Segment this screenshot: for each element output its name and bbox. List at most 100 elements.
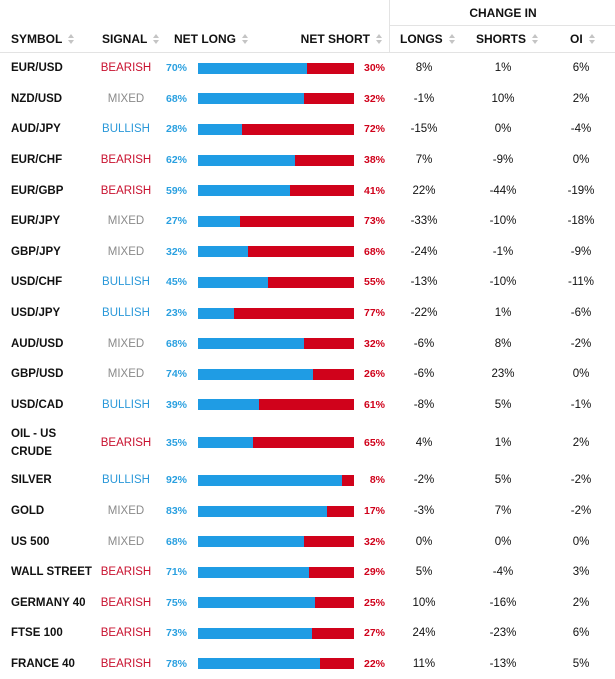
sort-icon xyxy=(153,34,160,44)
sort-icon xyxy=(242,34,248,44)
net-long-fill xyxy=(198,246,248,258)
table-row[interactable]: USD/JPY BULLISH 23% 77% -22% 1% -6% xyxy=(0,298,615,329)
net-short-percent: 73% xyxy=(363,215,385,228)
table-row[interactable]: GOLD MIXED 83% 17% -3% 7% -2% xyxy=(0,496,615,527)
table-row[interactable]: EUR/USD BEARISH 70% 30% 8% 1% 6% xyxy=(0,53,615,84)
net-long-header-label: NET LONG xyxy=(174,32,236,46)
shorts-change: 10% xyxy=(491,92,515,105)
shorts-change: 5% xyxy=(494,474,512,487)
table-row[interactable]: SILVER BULLISH 92% 8% -2% 5% -2% xyxy=(0,465,615,496)
table-row[interactable]: FTSE 100 BEARISH 73% 27% 24% -23% 6% xyxy=(0,618,615,649)
symbol-link[interactable]: US 500 xyxy=(11,535,50,548)
oi-column-header[interactable]: OI xyxy=(570,26,610,52)
table-row[interactable]: OIL - US CRUDE BEARISH 35% 65% 4% 1% 2% xyxy=(0,420,615,465)
column-divider xyxy=(389,26,390,52)
table-row[interactable]: EUR/JPY MIXED 27% 73% -33% -10% -18% xyxy=(0,206,615,237)
longs-change: 0% xyxy=(415,535,433,548)
table-row[interactable]: GBP/JPY MIXED 32% 68% -24% -1% -9% xyxy=(0,237,615,268)
shorts-column-header[interactable]: SHORTS xyxy=(476,26,546,52)
symbol-link[interactable]: EUR/USD xyxy=(11,62,63,75)
symbol-link[interactable]: USD/JPY xyxy=(11,307,61,320)
symbol-link[interactable]: GOLD xyxy=(11,505,45,518)
symbol-link[interactable]: FRANCE 40 xyxy=(11,657,75,670)
signal-label: BULLISH xyxy=(102,123,150,136)
symbol-link[interactable]: USD/CHF xyxy=(11,276,63,289)
net-long-percent: 68% xyxy=(165,337,187,350)
signal-label: MIXED xyxy=(107,245,145,258)
net-long-fill xyxy=(198,437,253,449)
sentiment-bar xyxy=(198,399,354,411)
net-short-percent: 32% xyxy=(363,535,385,548)
symbol-link[interactable]: OIL - US CRUDE xyxy=(11,427,57,458)
net-short-percent: 30% xyxy=(363,62,385,75)
net-long-fill xyxy=(198,307,234,319)
table-row[interactable]: EUR/CHF BEARISH 62% 38% 7% -9% 0% xyxy=(0,145,615,176)
net-long-percent: 32% xyxy=(165,245,187,258)
symbol-link[interactable]: AUD/USD xyxy=(11,337,64,350)
symbol-link[interactable]: NZD/USD xyxy=(11,92,63,105)
net-long-percent: 45% xyxy=(165,276,187,289)
symbol-link[interactable]: EUR/JPY xyxy=(11,215,61,228)
signal-label: BULLISH xyxy=(102,474,150,487)
sentiment-bar xyxy=(198,307,354,319)
net-long-percent: 73% xyxy=(165,627,187,640)
symbol-link[interactable]: GBP/USD xyxy=(11,368,64,381)
net-long-fill xyxy=(198,399,259,411)
signal-header-label: SIGNAL xyxy=(102,32,148,46)
table-row[interactable]: AUD/USD MIXED 68% 32% -6% 8% -2% xyxy=(0,328,615,359)
sentiment-bar xyxy=(198,368,354,380)
sentiment-bar xyxy=(198,93,354,105)
symbol-link[interactable]: SILVER xyxy=(11,474,52,487)
sentiment-bar xyxy=(198,627,354,639)
table-row[interactable]: AUD/JPY BULLISH 28% 72% -15% 0% -4% xyxy=(0,114,615,145)
net-short-column-header[interactable]: NET SHORT xyxy=(290,26,382,52)
change-in-group-header: CHANGE IN xyxy=(389,0,615,26)
symbol-link[interactable]: GERMANY 40 xyxy=(11,596,86,609)
net-long-percent: 68% xyxy=(165,92,187,105)
sentiment-bar xyxy=(198,505,354,517)
net-short-percent: 72% xyxy=(363,123,385,136)
oi-change: 5% xyxy=(572,657,590,670)
symbol-link[interactable]: USD/CAD xyxy=(11,398,64,411)
symbol-link[interactable]: EUR/GBP xyxy=(11,184,64,197)
table-row[interactable]: USD/CHF BULLISH 45% 55% -13% -10% -11% xyxy=(0,267,615,298)
signal-column-header[interactable]: SIGNAL xyxy=(102,26,162,52)
table-row[interactable]: GERMANY 40 BEARISH 75% 25% 10% -16% 2% xyxy=(0,588,615,619)
oi-change: 2% xyxy=(572,596,590,609)
signal-label: BEARISH xyxy=(100,154,152,167)
net-long-percent: 68% xyxy=(165,535,187,548)
net-long-percent: 23% xyxy=(165,307,187,320)
net-long-percent: 92% xyxy=(165,474,187,487)
net-long-fill xyxy=(198,154,295,166)
net-short-percent: 25% xyxy=(363,596,385,609)
symbol-link[interactable]: WALL STREET xyxy=(11,566,92,579)
table-row[interactable]: GBP/USD MIXED 74% 26% -6% 23% 0% xyxy=(0,359,615,390)
sentiment-bar xyxy=(198,246,354,258)
net-long-fill xyxy=(198,215,241,227)
table-row[interactable]: WALL STREET BEARISH 71% 29% 5% -4% 3% xyxy=(0,557,615,588)
table-row[interactable]: EUR/GBP BEARISH 59% 41% 22% -44% -19% xyxy=(0,175,615,206)
table-row[interactable]: NZD/USD MIXED 68% 32% -1% 10% 2% xyxy=(0,84,615,115)
sentiment-bar xyxy=(198,185,354,197)
shorts-change: -9% xyxy=(492,154,514,167)
symbol-link[interactable]: FTSE 100 xyxy=(11,627,63,640)
sentiment-bar xyxy=(198,597,354,609)
symbol-link[interactable]: AUD/JPY xyxy=(11,123,61,136)
symbol-column-header[interactable]: SYMBOL xyxy=(11,26,91,52)
table-row[interactable]: FRANCE 40 BEARISH 78% 22% 11% -13% 5% xyxy=(0,649,615,679)
symbol-link[interactable]: EUR/CHF xyxy=(11,154,63,167)
net-long-fill xyxy=(198,474,342,486)
signal-label: MIXED xyxy=(107,92,145,105)
sentiment-bar xyxy=(198,215,354,227)
shorts-change: 0% xyxy=(494,123,512,136)
longs-header-label: LONGS xyxy=(400,32,443,46)
table-row[interactable]: USD/CAD BULLISH 39% 61% -8% 5% -1% xyxy=(0,390,615,421)
oi-change: 6% xyxy=(572,627,590,640)
longs-column-header[interactable]: LONGS xyxy=(400,26,460,52)
sentiment-bar xyxy=(198,474,354,486)
symbol-link[interactable]: GBP/JPY xyxy=(11,245,61,258)
table-row[interactable]: US 500 MIXED 68% 32% 0% 0% 0% xyxy=(0,526,615,557)
net-long-column-header[interactable]: NET LONG xyxy=(174,26,274,52)
net-short-percent: 8% xyxy=(369,474,385,487)
signal-label: MIXED xyxy=(107,535,145,548)
